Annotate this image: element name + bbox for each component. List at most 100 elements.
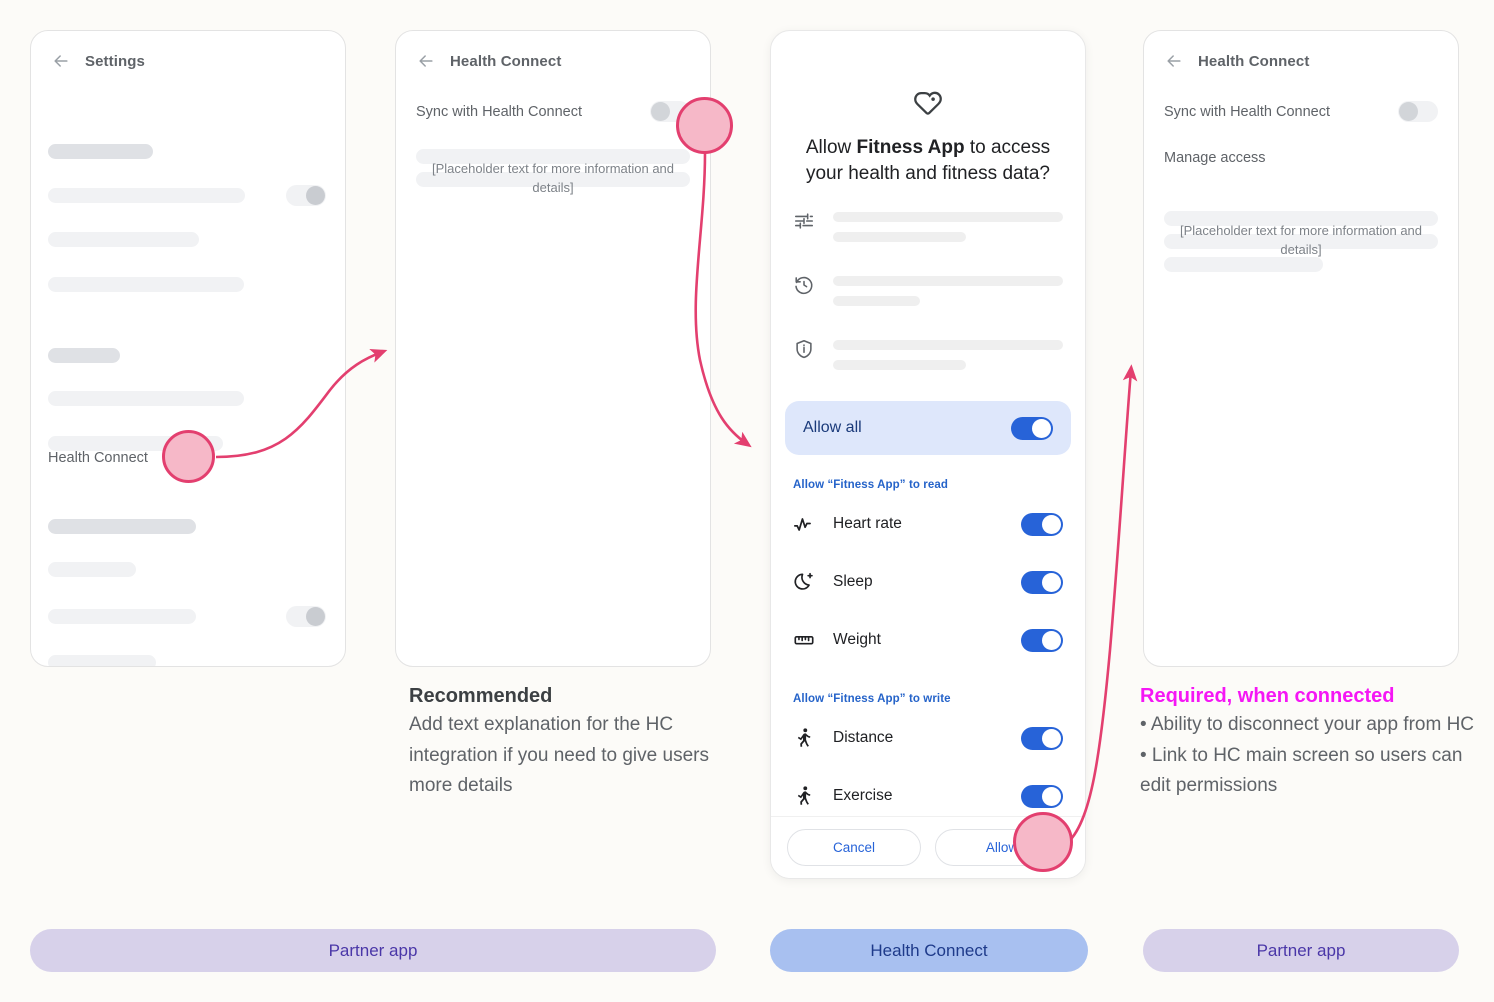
dialog-title-prefix: Allow (805, 137, 857, 158)
skeleton-bar (48, 519, 196, 534)
phone-frame-hc-settings: Health Connect Sync with Health Connect … (395, 30, 711, 667)
page-title: Health Connect (1198, 52, 1310, 70)
weight-scale-icon (793, 629, 815, 651)
skeleton-bar (833, 232, 967, 242)
running-person-icon (793, 785, 815, 807)
info-lines (833, 273, 1063, 316)
skeleton-bar (833, 276, 1063, 286)
hotspot-marker-sync-toggle[interactable] (676, 97, 733, 154)
permission-label: Distance (833, 729, 894, 746)
heart-rate-icon (793, 513, 815, 535)
sync-label: Sync with Health Connect (416, 103, 583, 120)
permission-toggle[interactable] (1021, 628, 1063, 652)
appbar: Health Connect (1144, 31, 1458, 71)
permission-row-heart-rate[interactable]: Heart rate (771, 495, 1085, 553)
skeleton-bar (48, 348, 120, 363)
sidebar-item-health-connect[interactable]: Health Connect (48, 450, 148, 466)
permission-row-distance[interactable]: Distance (771, 709, 1085, 767)
placeholder-block: [Placeholder text for more information a… (416, 149, 690, 195)
skeleton-bar (416, 149, 690, 164)
running-person-icon (793, 727, 815, 749)
permission-toggle[interactable] (1021, 570, 1063, 594)
sync-label: Sync with Health Connect (1164, 103, 1331, 120)
allow-all-label: Allow all (803, 419, 862, 436)
placeholder-caption: [Placeholder text for more information a… (431, 161, 675, 195)
skeleton-bar (833, 296, 921, 306)
placeholder-block: [Placeholder text for more information a… (1164, 211, 1438, 280)
appbar: Health Connect (396, 31, 710, 71)
annotation-recommended: Recommended Add text explanation for the… (409, 683, 709, 802)
info-row (793, 337, 1063, 380)
skeleton-bar (1164, 211, 1438, 226)
sync-with-health-connect-row[interactable]: Sync with Health Connect (416, 101, 690, 122)
dialog-title: Allow Fitness App to access your health … (795, 135, 1061, 187)
permission-toggle[interactable] (1021, 726, 1063, 750)
appbar: Settings (31, 31, 345, 71)
skeleton-bar (833, 212, 1063, 222)
skeleton-bar (48, 609, 196, 624)
arrow-back-icon[interactable] (416, 51, 436, 71)
skeleton-bar (48, 391, 244, 406)
dialog-scroll-area[interactable]: Allow Fitness App to access your health … (771, 31, 1085, 878)
annotation-body: Add text explanation for the HC integrat… (409, 714, 709, 796)
read-section-title: Allow “Fitness App” to read (793, 479, 948, 491)
skeleton-bar (1164, 257, 1323, 272)
skeleton-bar (1164, 234, 1438, 249)
legend-pill-health-connect: Health Connect (770, 929, 1088, 972)
info-lines (833, 209, 1063, 252)
dialog-title-app: Fitness App (856, 137, 965, 158)
settings-toggle[interactable] (286, 606, 326, 627)
skeleton-bar (833, 360, 967, 370)
shield-info-icon (793, 338, 815, 360)
sync-with-health-connect-row[interactable]: Sync with Health Connect (1164, 101, 1438, 122)
skeleton-bar (48, 188, 245, 203)
allow-all-toggle[interactable] (1011, 416, 1053, 440)
annotation-heading: Required, when connected (1140, 685, 1395, 707)
permission-label: Heart rate (833, 515, 902, 532)
manage-access-row[interactable]: Manage access (1164, 150, 1438, 166)
legend-pill-partner-app-left: Partner app (30, 929, 716, 972)
skeleton-bar (48, 562, 136, 577)
manage-access-label: Manage access (1164, 150, 1266, 166)
annotation-required: Required, when connected • Ability to di… (1140, 683, 1485, 802)
info-row (793, 273, 1063, 316)
skeleton-bar (833, 340, 1063, 350)
dialog-info-rows (771, 209, 1085, 380)
arrow-back-icon[interactable] (1164, 51, 1184, 71)
skeleton-bar (48, 655, 156, 666)
dialog-title-suffix: to access your health and fitness data? (805, 137, 1051, 184)
phone-frame-hc-dialog: Allow Fitness App to access your health … (770, 30, 1086, 879)
info-lines (833, 337, 1063, 380)
skeleton-bar (48, 232, 199, 247)
permission-row-exercise[interactable]: Exercise (771, 767, 1085, 825)
health-connect-heart-icon (911, 87, 945, 121)
skeleton-bar (416, 172, 690, 187)
page-title: Settings (85, 52, 145, 70)
permission-label: Sleep (833, 573, 873, 590)
hotspot-marker-health-connect[interactable] (162, 430, 215, 483)
cancel-button[interactable]: Cancel (787, 829, 921, 866)
skeleton-bar (48, 144, 153, 159)
allow-all-row[interactable]: Allow all (785, 401, 1071, 455)
permission-toggle[interactable] (1021, 512, 1063, 536)
permission-label: Exercise (833, 787, 893, 804)
phone-frame-hc-connected: Health Connect Sync with Health Connect … (1143, 30, 1459, 667)
skeleton-bar (48, 277, 244, 292)
arrow-back-icon[interactable] (51, 51, 71, 71)
page-title: Health Connect (450, 52, 562, 70)
hotspot-marker-allow-button[interactable] (1013, 812, 1073, 872)
permission-row-weight[interactable]: Weight (771, 611, 1085, 669)
annotation-heading: Recommended (409, 685, 553, 707)
permission-label: Weight (833, 631, 881, 648)
permission-toggle[interactable] (1021, 784, 1063, 808)
legend-pill-partner-app-right: Partner app (1143, 929, 1459, 972)
history-clock-icon (793, 274, 815, 296)
phone-frame-settings: Settings Health Connect (30, 30, 346, 667)
permission-row-sleep[interactable]: Sleep (771, 553, 1085, 611)
tune-sliders-icon (793, 210, 815, 232)
annotation-body: • Ability to disconnect your app from HC… (1140, 714, 1475, 796)
placeholder-caption: [Placeholder text for more information a… (1179, 223, 1423, 257)
sync-toggle[interactable] (1398, 101, 1438, 122)
settings-toggle[interactable] (286, 185, 326, 206)
